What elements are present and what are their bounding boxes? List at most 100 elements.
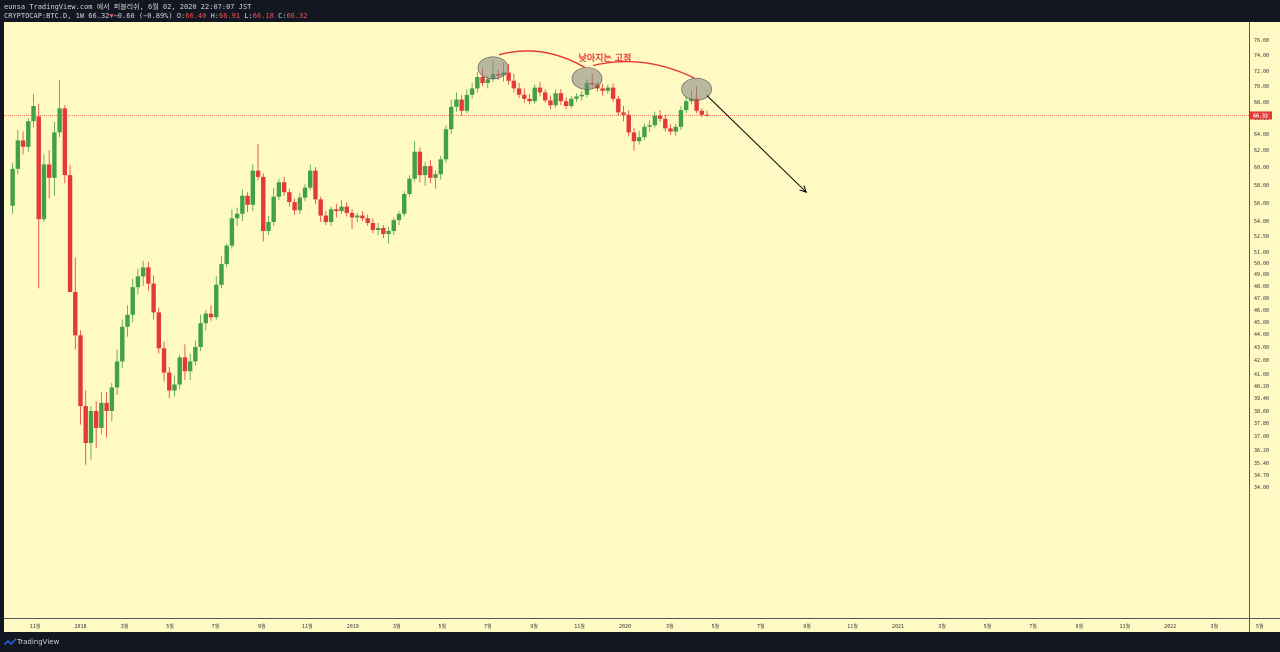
- candle: [313, 167, 318, 204]
- candle-body: [292, 202, 297, 211]
- candle: [281, 176, 287, 196]
- candle: [62, 105, 68, 184]
- candle: [109, 383, 115, 422]
- candle: [26, 118, 31, 152]
- candle-body: [475, 77, 480, 89]
- candle-body: [657, 115, 663, 119]
- candle: [73, 257, 78, 350]
- x-tick-label: 2022: [1164, 624, 1176, 630]
- y-tick-label: 76.00: [1254, 38, 1269, 44]
- symbol-info: CRYPTOCAP:BTC.D, 1W 66.32▼−0.60 (−0.89%)…: [4, 12, 308, 21]
- candle-body: [375, 228, 381, 230]
- candle-body: [120, 326, 125, 362]
- x-tick-label: 7월: [484, 623, 492, 630]
- candle: [334, 203, 339, 218]
- candle: [203, 310, 209, 331]
- candle-body: [266, 222, 271, 231]
- candle-body: [438, 159, 443, 175]
- candle-body: [308, 170, 313, 188]
- x-tick-label: 9월: [530, 623, 538, 630]
- symbol-label: CRYPTOCAP:BTC.D, 1W: [4, 12, 85, 20]
- price-axis[interactable]: [1249, 22, 1280, 618]
- candle-body: [187, 361, 193, 372]
- candle-body: [527, 98, 532, 102]
- candle-body: [417, 151, 423, 176]
- candle: [135, 268, 141, 295]
- candle: [125, 305, 130, 337]
- candle-body: [563, 101, 569, 106]
- current-price-badge: [1250, 111, 1272, 120]
- candle: [15, 130, 21, 175]
- candle: [78, 330, 83, 425]
- candle: [537, 82, 543, 97]
- candle-body: [99, 402, 104, 428]
- candle-body: [365, 218, 370, 223]
- candle: [433, 170, 438, 189]
- candle-body: [516, 88, 522, 95]
- candle: [506, 63, 511, 85]
- candle: [339, 200, 344, 214]
- candle: [36, 103, 41, 289]
- candle: [182, 344, 188, 380]
- candle: [208, 305, 214, 321]
- y-tick-label: 34.00: [1254, 485, 1269, 491]
- candle: [57, 80, 62, 138]
- candle-body: [271, 196, 276, 222]
- y-tick-label: 58.00: [1254, 183, 1269, 189]
- y-tick-label: 56.00: [1254, 201, 1269, 207]
- candle: [140, 260, 146, 286]
- low-value: 66.18: [252, 12, 274, 20]
- lower-high-arc: [592, 60, 695, 79]
- candle-body: [287, 192, 292, 203]
- candle-body: [219, 264, 224, 285]
- time-axis[interactable]: [4, 618, 1249, 633]
- candle-body: [109, 387, 115, 411]
- candle: [156, 307, 162, 354]
- candle-body: [234, 213, 240, 219]
- candle: [130, 278, 135, 322]
- y-tick-label: 44.00: [1254, 332, 1269, 338]
- candle: [240, 189, 245, 221]
- candle: [365, 214, 370, 226]
- candle-body: [542, 92, 548, 101]
- candle: [475, 71, 480, 93]
- candle: [172, 375, 177, 397]
- candle: [438, 155, 443, 180]
- candle-body: [114, 361, 120, 388]
- candle: [574, 93, 579, 102]
- candle: [328, 206, 334, 226]
- candle: [407, 175, 412, 197]
- candle: [360, 211, 365, 221]
- candle-body: [443, 129, 449, 160]
- candle: [616, 95, 621, 116]
- candle-body: [151, 283, 156, 313]
- candle-body: [600, 88, 605, 91]
- candle: [302, 184, 308, 202]
- candle-body: [574, 96, 579, 99]
- candle-body: [370, 223, 376, 230]
- change-arrow: ▼: [109, 12, 114, 20]
- y-tick-label: 34.70: [1254, 473, 1269, 479]
- candle: [349, 209, 355, 229]
- x-ticks-group: 11월 2018 3월 5월 7월 9월 11월 2019 3월 5월 7월 9월 11월 2020 3월 5…: [30, 623, 1264, 630]
- candle: [464, 89, 470, 114]
- candle: [151, 275, 156, 320]
- peak-marker: [681, 77, 712, 101]
- projection-arrow-line: [706, 95, 807, 193]
- peak-marker: [571, 67, 603, 90]
- candle-body: [668, 128, 673, 132]
- candle: [402, 191, 407, 217]
- candle-body: [328, 209, 334, 222]
- candle: [673, 123, 678, 136]
- y-tick-label: 74.00: [1254, 53, 1269, 59]
- candle-body: [689, 98, 694, 102]
- candle-body: [459, 99, 464, 111]
- candle: [99, 392, 104, 435]
- candle-body: [652, 115, 658, 126]
- chart-plot-area[interactable]: [4, 22, 1249, 618]
- candle: [631, 127, 637, 151]
- candle: [621, 106, 626, 122]
- candle-body: [694, 98, 699, 111]
- candle: [161, 341, 167, 382]
